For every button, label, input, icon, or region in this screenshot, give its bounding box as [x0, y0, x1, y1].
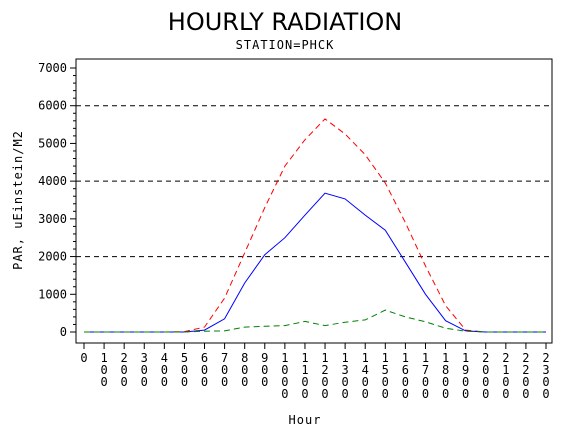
y-tick-label: 0: [60, 325, 67, 339]
x-tick-label: 0: [80, 351, 87, 365]
x-axis: 0 1 0 0 2 0 0 3 0 0 4 0 0 5 0 0 6 0 0 7 0 0 8 0 0 9 0 0 1 0 0 0 1 1 0 0 1 2 0 0…: [80, 343, 550, 401]
y-tick-label: 4000: [38, 174, 67, 188]
chart-title: HOURLY RADIATION: [168, 8, 402, 36]
y-axis: 0 1000 2000 3000 4000 5000 6000 7000: [38, 61, 76, 339]
y-tick-label: 1000: [38, 287, 67, 301]
chart-subtitle: STATION=PHCK: [236, 38, 335, 52]
reference-lines: [76, 105, 552, 258]
series-line-1: [84, 118, 546, 333]
plot-frame: [75, 58, 553, 344]
series-lines: [84, 118, 546, 333]
y-axis-label: PAR, uEinstein/M2: [11, 130, 25, 270]
y-tick-label: 2000: [38, 250, 67, 264]
y-tick-label: 5000: [38, 136, 67, 150]
series-line-3: [84, 309, 546, 333]
y-tick-label: 7000: [38, 61, 67, 75]
series-line-2: [84, 192, 546, 333]
y-tick-label: 3000: [38, 212, 67, 226]
x-axis-label: Hour: [289, 413, 322, 427]
y-tick-label: 6000: [38, 99, 67, 113]
